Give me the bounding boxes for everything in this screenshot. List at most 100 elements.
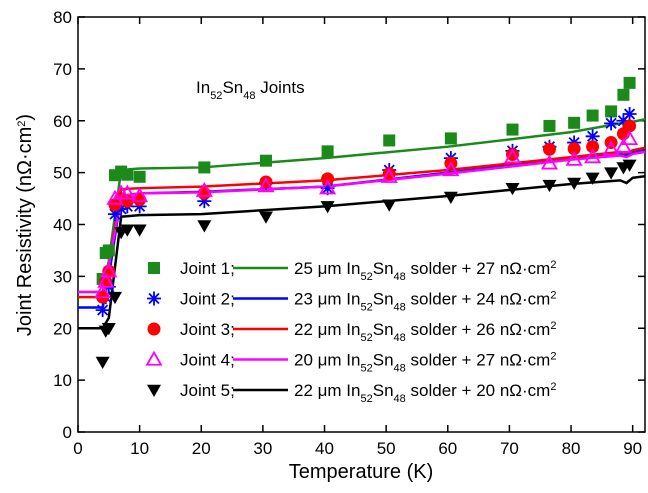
legend-label: 23 μm In52Sn48 solder + 24 nΩ·cm2 (294, 290, 556, 314)
marker (622, 107, 637, 122)
marker (443, 191, 458, 205)
legend-marker (148, 262, 160, 274)
marker (257, 177, 275, 193)
text-part: solder + 24 nΩ·cm (406, 290, 551, 309)
y-axis-title: Joint Resistivity (nΩ·cm2) (14, 114, 36, 336)
legend-marker (147, 322, 161, 336)
marker (586, 140, 600, 154)
text-part: 52 (361, 363, 373, 375)
text-part: 25 μm In (294, 259, 361, 278)
text-part: 52 (361, 393, 373, 405)
marker (131, 187, 149, 203)
legend-label: Joint 1; (180, 259, 235, 278)
marker (107, 207, 122, 222)
marker (118, 184, 136, 200)
legend-label: Joint 4; (180, 351, 235, 370)
marker (319, 179, 337, 195)
marker (505, 182, 520, 196)
marker (259, 154, 272, 167)
marker (542, 142, 556, 156)
marker (320, 201, 335, 214)
text-part: solder + 27 nΩ·cm (406, 259, 551, 278)
marker (623, 76, 636, 89)
x-tick-label: 70 (500, 439, 519, 458)
marker (133, 170, 146, 183)
marker (106, 189, 124, 205)
x-tick-label: 50 (377, 439, 396, 458)
marker (621, 130, 639, 146)
legend-label: 25 μm In52Sn48 solder + 27 nΩ·cm2 (294, 259, 556, 283)
marker (321, 145, 334, 158)
marker (444, 132, 457, 145)
x-tick-label: 90 (623, 439, 642, 458)
legend-label: Joint 5; (180, 381, 235, 400)
marker (585, 172, 600, 185)
marker (258, 211, 273, 224)
marker (540, 154, 559, 170)
text-part: 22 μm In (294, 381, 361, 400)
marker (567, 142, 581, 156)
text-part: 48 (394, 332, 406, 344)
marker (95, 356, 110, 369)
marker (195, 181, 213, 197)
marker (623, 119, 637, 133)
x-tick-label: 10 (130, 439, 149, 458)
y-tick-label: 20 (53, 319, 72, 338)
marker (616, 113, 631, 128)
marker (197, 220, 212, 233)
x-tick-label: 0 (73, 439, 82, 458)
legend-label: Joint 2; (180, 290, 235, 309)
marker (120, 224, 135, 237)
text-part: Joint Resistivity (nΩ·cm (14, 127, 36, 336)
marker (133, 193, 147, 207)
x-tick-label: 60 (438, 439, 457, 458)
x-tick-label: 80 (562, 439, 581, 458)
text-part: Sn (373, 259, 394, 278)
text-part: 2 (550, 320, 556, 332)
marker (101, 323, 116, 336)
marker (506, 123, 519, 136)
x-tick-label: 30 (253, 439, 272, 458)
marker (320, 181, 335, 196)
text-part: Joints (255, 78, 304, 97)
y-tick-label: 50 (53, 164, 72, 183)
text-part: 48 (394, 393, 406, 405)
y-tick-label: 70 (53, 60, 72, 79)
marker (132, 224, 147, 237)
y-tick-label: 0 (63, 423, 72, 442)
legend-label: 22 μm In52Sn48 solder + 26 nΩ·cm2 (294, 320, 556, 344)
marker (505, 147, 519, 161)
legend-marker (147, 291, 161, 306)
text-part: Sn (373, 290, 394, 309)
text-part: 48 (243, 90, 255, 102)
marker (107, 291, 122, 305)
text-part: 2 (550, 381, 556, 393)
marker (543, 119, 556, 132)
marker (568, 116, 581, 129)
marker (605, 105, 618, 118)
x-axis-title: Temperature (K) (289, 461, 434, 483)
fit-line (78, 117, 646, 294)
marker (95, 303, 110, 318)
marker (97, 272, 115, 288)
text-part: Sn (222, 78, 243, 97)
text-part: 2 (550, 351, 556, 363)
y-tick-label: 10 (53, 371, 72, 390)
text-part: solder + 27 nΩ·cm (406, 351, 551, 370)
y-tick-label: 30 (53, 267, 72, 286)
text-part: 20 μm In (294, 351, 361, 370)
marker (584, 148, 602, 164)
y-tick-label: 80 (53, 8, 72, 27)
text-part: 2 (550, 259, 556, 271)
text-part: solder + 26 nΩ·cm (406, 320, 551, 339)
legend-marker (147, 384, 161, 397)
marker (114, 201, 129, 216)
marker (565, 150, 583, 166)
marker (503, 148, 522, 164)
marker (585, 129, 600, 144)
legend-label: Joint 3; (180, 320, 235, 339)
legend-label: 22 μm In52Sn48 solder + 20 nΩ·cm2 (294, 381, 556, 405)
text-part: Sn (373, 320, 394, 339)
marker (622, 159, 637, 172)
text-part: ) (14, 114, 36, 121)
